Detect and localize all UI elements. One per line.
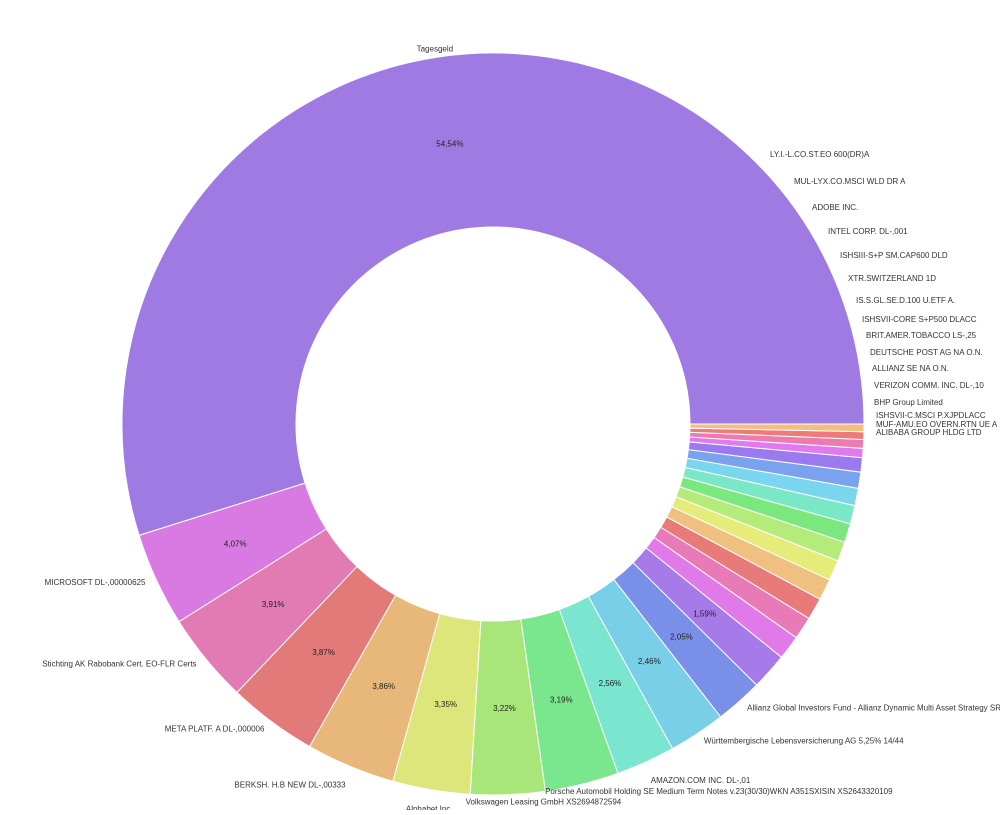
pie-slice-tagesgeld[interactable]: [121, 52, 865, 537]
pie-slice-alibaba-group-hldg-ltd[interactable]: [689, 423, 865, 433]
slice-category-label: INTEL CORP. DL-,001: [828, 227, 908, 236]
slice-category-label: Württembergische Lebensversicherung AG 5…: [704, 737, 904, 746]
slice-category-label: Volkswagen Leasing GmbH XS2694872594: [466, 798, 622, 807]
slice-category-label: ALIBABA GROUP HLDG LTD: [876, 428, 982, 437]
slice-value-label: 3,91%: [262, 600, 285, 609]
slice-category-label: BRIT.AMER.TOBACCO LS-,25: [866, 331, 977, 340]
slice-category-label: MICROSOFT DL-,00000625: [45, 578, 146, 587]
slice-category-label: MUF-AMU.EO OVERN.RTN UE A: [876, 420, 998, 429]
slice-value-label: 1,59%: [693, 609, 716, 618]
slice-value-label: 3,87%: [312, 648, 335, 657]
slice-category-label: META PLATF. A DL-,000006: [165, 724, 265, 733]
slice-value-label: 54,54%: [436, 139, 463, 148]
slice-value-label: 3,35%: [434, 700, 457, 709]
slice-category-label: ISHSVII-C.MSCI P.XJPDLACC: [876, 411, 986, 420]
slice-category-label: ADOBE INC.: [812, 203, 858, 212]
slice-value-label: 2,05%: [670, 632, 693, 641]
slice-category-label: BHP Group Limited: [874, 398, 943, 407]
slice-category-label: ISHSIII-S+P SM.CAP600 DLD: [840, 251, 948, 260]
slice-category-label: Allianz Global Investors Fund - Allianz …: [747, 704, 1000, 713]
slice-value-label: 3,19%: [550, 696, 573, 705]
slice-category-label: ISHSVII-CORE S+P500 DLACC: [862, 315, 977, 324]
slice-category-label: VERIZON COMM. INC. DL-,10: [874, 381, 984, 390]
slice-category-label: IS.S.GL.SE.D.100 U.ETF A.: [856, 296, 955, 305]
slice-category-label: ALLIANZ SE NA O.N.: [872, 364, 949, 373]
slice-category-label: BERKSH. H.B NEW DL-,00333: [234, 780, 346, 789]
slice-category-label: MUL-LYX.CO.MSCI WLD DR A: [794, 177, 906, 186]
slice-category-label: Porsche Automobil Holding SE Medium Term…: [545, 787, 893, 796]
slice-category-label: Stichting AK Rabobank Cert. EO-FLR Certs: [42, 660, 196, 669]
slice-category-label: XTR.SWITZERLAND 1D: [848, 274, 936, 283]
slice-category-label: Alphabet Inc.: [406, 805, 453, 810]
slice-category-label: AMAZON.COM INC. DL-,01: [651, 776, 751, 785]
slice-value-label: 2,46%: [638, 657, 661, 666]
slice-category-label: Tagesgeld: [417, 44, 453, 53]
slice-value-label: 4,07%: [224, 539, 247, 548]
slice-category-label: DEUTSCHE POST AG NA O.N.: [870, 348, 983, 357]
slice-value-label: 2,56%: [599, 679, 622, 688]
slice-value-label: 3,22%: [493, 704, 516, 713]
slice-category-label: LY.I.-L.CO.ST.EO 600(DR)A: [770, 150, 870, 159]
slice-value-label: 3,86%: [372, 682, 395, 691]
